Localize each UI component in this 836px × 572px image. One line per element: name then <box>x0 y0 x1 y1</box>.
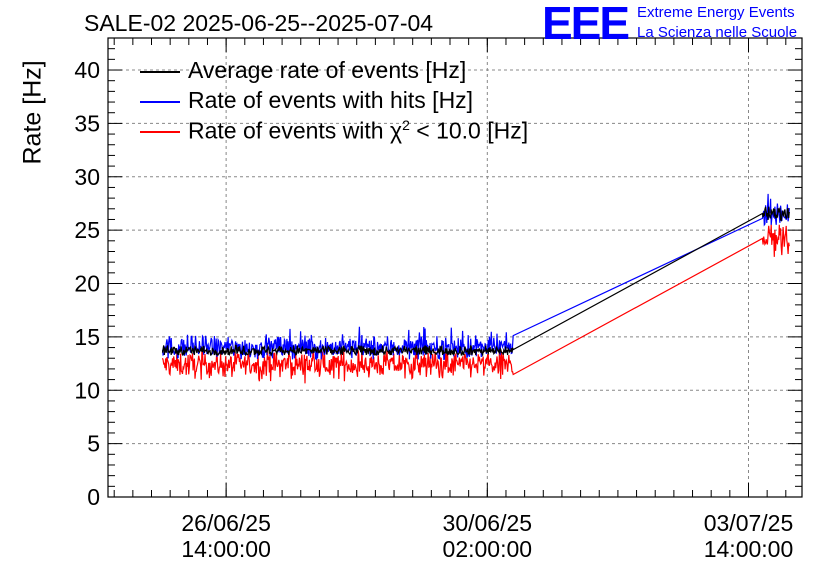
chart-title: SALE-02 2025-06-25--2025-07-04 <box>84 10 434 36</box>
logo-line1: Extreme Energy Events <box>637 4 795 21</box>
x-tick-label-date: 30/06/25 <box>443 510 533 536</box>
x-tick-label-time: 14:00:00 <box>704 536 794 562</box>
plot-frame <box>107 37 803 498</box>
legend-label-hits: Rate of events with hits [Hz] <box>188 87 474 113</box>
x-tick-label-date: 26/06/25 <box>181 510 271 536</box>
y-tick-label: 40 <box>74 57 100 83</box>
series-line-average <box>161 206 790 358</box>
x-tick-label-time: 14:00:00 <box>181 536 271 562</box>
x-tick-label-date: 03/07/25 <box>704 510 794 536</box>
y-tick-label: 10 <box>74 377 100 403</box>
y-tick-label: 25 <box>74 217 100 243</box>
y-tick-label: 30 <box>74 164 100 190</box>
logo-line2: La Scienza nelle Scuole <box>637 24 798 41</box>
legend-chi2-suffix: < 10.0 [Hz] <box>409 117 529 144</box>
y-tick-label: 0 <box>87 484 100 510</box>
y-axis-label: Rate [Hz] <box>18 60 47 165</box>
legend-label-average: Average rate of events [Hz] <box>188 57 467 83</box>
legend-chi2-prefix: Rate of events with χ <box>188 117 403 144</box>
legend-chi2-sup: 2 <box>402 117 410 133</box>
legend-swatch-hits <box>140 101 180 103</box>
series-line-hits <box>161 193 790 361</box>
legend-swatch-chi2 <box>140 131 180 133</box>
y-tick-label: 5 <box>87 431 100 457</box>
eee-logo: EEE <box>542 0 630 49</box>
y-tick-label: 35 <box>74 110 100 136</box>
x-tick-label-time: 02:00:00 <box>443 536 533 562</box>
legend-swatch-average <box>140 71 180 73</box>
series-line-chi2 <box>161 224 790 384</box>
y-tick-label: 20 <box>74 271 100 297</box>
legend-label-chi2: Rate of events with χ2 < 10.0 [Hz] <box>188 117 528 145</box>
y-tick-label: 15 <box>74 324 100 350</box>
